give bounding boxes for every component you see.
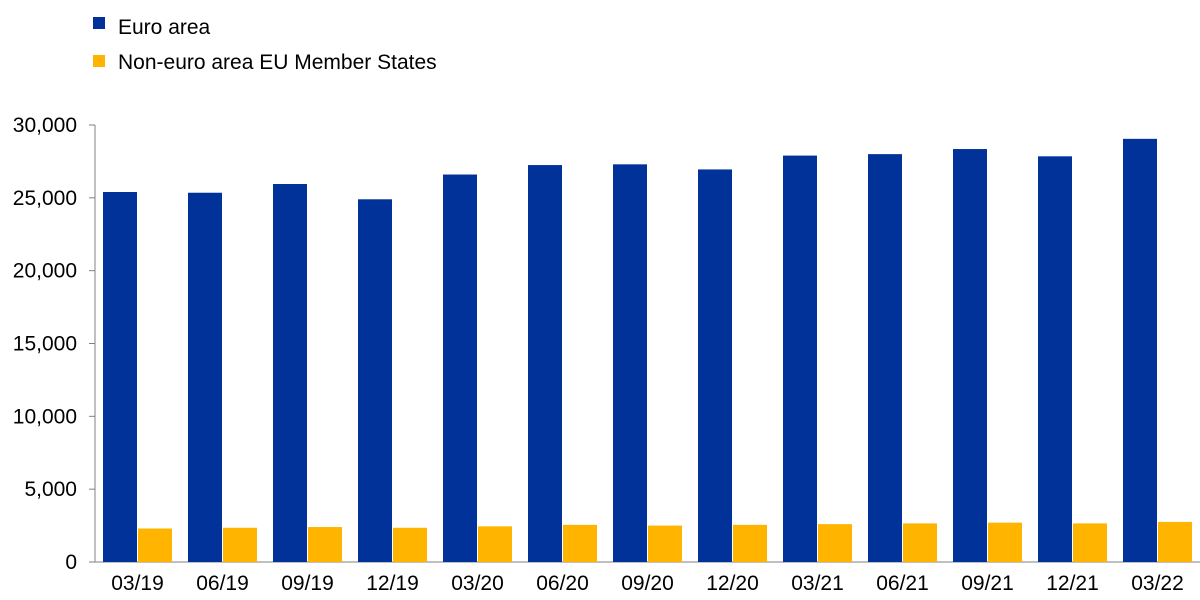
bar-euro-area <box>1038 156 1072 562</box>
bar-non-euro-area <box>988 522 1022 562</box>
x-tick-label: 03/20 <box>451 572 504 595</box>
x-tick-label: 12/19 <box>366 572 419 595</box>
bar-euro-area <box>1123 138 1157 563</box>
bar-non-euro-area <box>648 525 682 562</box>
bar-non-euro-area <box>903 523 937 562</box>
bar-euro-area <box>103 192 137 563</box>
y-tick-label: 10,000 <box>13 405 77 428</box>
bar-euro-area <box>528 165 562 562</box>
bar-non-euro-area <box>1073 523 1107 562</box>
y-axis: 0 5,000 10,000 15,000 20,000 25,000 30,000 <box>13 114 96 574</box>
x-tick-label: 12/21 <box>1046 572 1099 595</box>
x-tick-label: 03/22 <box>1131 572 1184 595</box>
bar-non-euro-area <box>223 527 257 562</box>
x-tick-label: 06/19 <box>196 572 249 595</box>
bar-euro-area <box>613 164 647 562</box>
bar-non-euro-area <box>818 524 852 562</box>
y-tick-label: 20,000 <box>13 260 77 283</box>
bar-euro-area <box>273 183 307 562</box>
legend-label-euro-area: Euro area <box>118 16 211 39</box>
x-tick-label: 12/20 <box>706 572 759 595</box>
x-tick-label: 09/19 <box>281 572 334 595</box>
y-tick-label: 15,000 <box>13 333 77 356</box>
x-tick-label: 06/21 <box>876 572 929 595</box>
y-tick-label: 30,000 <box>13 114 77 137</box>
y-tick-label: 0 <box>65 551 77 574</box>
bar-euro-area <box>443 174 477 562</box>
bar-non-euro-area <box>1158 521 1192 562</box>
bar-euro-area <box>188 192 222 563</box>
bars <box>103 138 1192 563</box>
bar-non-euro-area <box>563 524 597 562</box>
bar-euro-area <box>783 155 817 562</box>
legend-item-non-euro-area: Non-euro area EU Member States <box>93 51 437 74</box>
bar-euro-area <box>953 149 987 562</box>
legend-swatch-non-euro-area <box>93 55 105 67</box>
bar-non-euro-area <box>138 528 172 562</box>
bar-euro-area <box>698 169 732 562</box>
legend: Euro area Non-euro area EU Member States <box>93 16 437 74</box>
x-tick-label: 03/21 <box>791 572 844 595</box>
x-tick-label: 09/21 <box>961 572 1014 595</box>
x-tick-label: 03/19 <box>111 572 164 595</box>
y-tick-label: 25,000 <box>13 187 77 210</box>
bar-non-euro-area <box>478 526 512 562</box>
legend-label-non-euro-area: Non-euro area EU Member States <box>118 51 437 74</box>
bar-non-euro-area <box>393 527 427 562</box>
bar-euro-area <box>358 199 392 563</box>
x-tick-label: 06/20 <box>536 572 589 595</box>
legend-swatch-euro-area <box>93 17 105 29</box>
bar-non-euro-area <box>308 527 342 562</box>
bar-euro-area <box>868 154 902 562</box>
y-tick-label: 5,000 <box>24 478 77 501</box>
legend-item-euro-area: Euro area <box>93 16 211 39</box>
x-tick-label: 09/20 <box>621 572 674 595</box>
x-axis: 03/19 06/19 09/19 12/19 03/20 06/20 09/20 12/20… <box>95 561 1200 595</box>
bar-non-euro-area <box>733 524 767 562</box>
